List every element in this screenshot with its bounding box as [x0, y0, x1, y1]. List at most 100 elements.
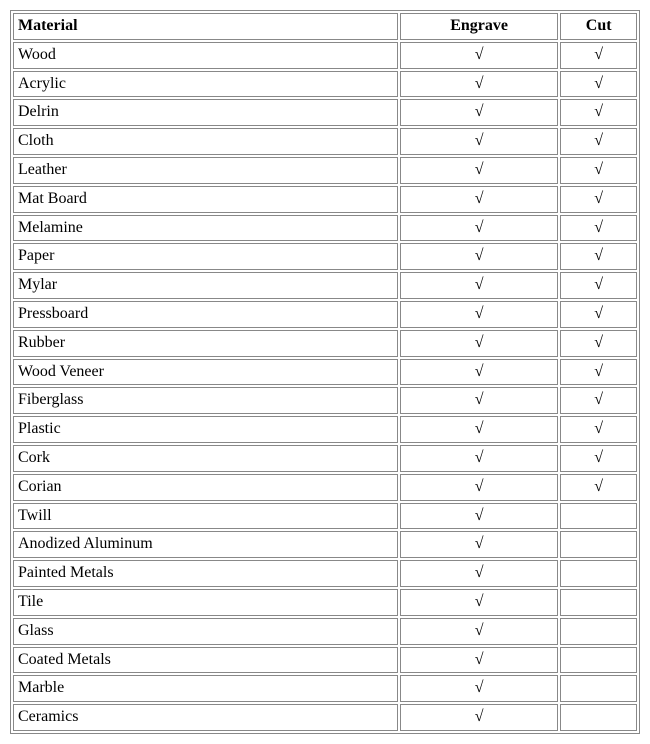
table-row: Anodized Aluminum√ [13, 531, 637, 558]
cut-cell: √ [560, 474, 637, 501]
table-row: Acrylic√√ [13, 71, 637, 98]
engrave-cell: √ [400, 387, 559, 414]
table-row: Ceramics√ [13, 704, 637, 731]
engrave-cell: √ [400, 272, 559, 299]
table-row: Marble√ [13, 675, 637, 702]
cut-cell [560, 675, 637, 702]
material-cell: Melamine [13, 215, 398, 242]
material-cell: Ceramics [13, 704, 398, 731]
material-cell: Wood [13, 42, 398, 69]
material-cell: Cork [13, 445, 398, 472]
cut-cell: √ [560, 186, 637, 213]
cut-cell [560, 704, 637, 731]
cut-cell: √ [560, 387, 637, 414]
cut-cell: √ [560, 445, 637, 472]
table-row: Cork√√ [13, 445, 637, 472]
table-row: Plastic√√ [13, 416, 637, 443]
table-row: Wood√√ [13, 42, 637, 69]
cut-cell: √ [560, 157, 637, 184]
cut-cell: √ [560, 243, 637, 270]
engrave-cell: √ [400, 359, 559, 386]
material-cell: Delrin [13, 99, 398, 126]
engrave-cell: √ [400, 215, 559, 242]
engrave-cell: √ [400, 474, 559, 501]
table-row: Mat Board√√ [13, 186, 637, 213]
engrave-cell: √ [400, 647, 559, 674]
engrave-cell: √ [400, 503, 559, 530]
cut-cell [560, 503, 637, 530]
material-cell: Anodized Aluminum [13, 531, 398, 558]
table-row: Delrin√√ [13, 99, 637, 126]
table-row: Corian√√ [13, 474, 637, 501]
material-cell: Acrylic [13, 71, 398, 98]
table-row: Mylar√√ [13, 272, 637, 299]
cut-cell [560, 589, 637, 616]
engrave-cell: √ [400, 589, 559, 616]
material-cell: Painted Metals [13, 560, 398, 587]
table-row: Glass√ [13, 618, 637, 645]
material-cell: Corian [13, 474, 398, 501]
material-cell: Wood Veneer [13, 359, 398, 386]
cut-cell: √ [560, 301, 637, 328]
table-row: Cloth√√ [13, 128, 637, 155]
engrave-cell: √ [400, 42, 559, 69]
material-cell: Twill [13, 503, 398, 530]
engrave-cell: √ [400, 243, 559, 270]
table-row: Leather√√ [13, 157, 637, 184]
engrave-cell: √ [400, 71, 559, 98]
engrave-cell: √ [400, 560, 559, 587]
engrave-cell: √ [400, 157, 559, 184]
cut-cell: √ [560, 330, 637, 357]
engrave-cell: √ [400, 330, 559, 357]
column-header-engrave: Engrave [400, 13, 559, 40]
engrave-cell: √ [400, 704, 559, 731]
engrave-cell: √ [400, 99, 559, 126]
table-row: Rubber√√ [13, 330, 637, 357]
materials-table: Material Engrave Cut Wood√√Acrylic√√Delr… [10, 10, 640, 734]
cut-cell: √ [560, 272, 637, 299]
material-cell: Plastic [13, 416, 398, 443]
cut-cell: √ [560, 215, 637, 242]
table-row: Paper√√ [13, 243, 637, 270]
material-cell: Mat Board [13, 186, 398, 213]
cut-cell: √ [560, 128, 637, 155]
table-row: Painted Metals√ [13, 560, 637, 587]
engrave-cell: √ [400, 301, 559, 328]
cut-cell [560, 531, 637, 558]
cut-cell: √ [560, 71, 637, 98]
cut-cell: √ [560, 99, 637, 126]
table-row: Fiberglass√√ [13, 387, 637, 414]
engrave-cell: √ [400, 618, 559, 645]
cut-cell [560, 647, 637, 674]
material-cell: Rubber [13, 330, 398, 357]
table-row: Melamine√√ [13, 215, 637, 242]
engrave-cell: √ [400, 416, 559, 443]
material-cell: Marble [13, 675, 398, 702]
cut-cell [560, 560, 637, 587]
material-cell: Leather [13, 157, 398, 184]
table-row: Coated Metals√ [13, 647, 637, 674]
cut-cell: √ [560, 416, 637, 443]
table-row: Wood Veneer√√ [13, 359, 637, 386]
column-header-cut: Cut [560, 13, 637, 40]
table-row: Twill√ [13, 503, 637, 530]
engrave-cell: √ [400, 128, 559, 155]
table-body: Wood√√Acrylic√√Delrin√√Cloth√√Leather√√M… [13, 42, 637, 731]
table-row: Tile√ [13, 589, 637, 616]
material-cell: Mylar [13, 272, 398, 299]
column-header-material: Material [13, 13, 398, 40]
engrave-cell: √ [400, 675, 559, 702]
material-cell: Pressboard [13, 301, 398, 328]
material-cell: Tile [13, 589, 398, 616]
cut-cell: √ [560, 42, 637, 69]
engrave-cell: √ [400, 531, 559, 558]
cut-cell: √ [560, 359, 637, 386]
engrave-cell: √ [400, 445, 559, 472]
table-header-row: Material Engrave Cut [13, 13, 637, 40]
engrave-cell: √ [400, 186, 559, 213]
table-row: Pressboard√√ [13, 301, 637, 328]
cut-cell [560, 618, 637, 645]
material-cell: Paper [13, 243, 398, 270]
material-cell: Fiberglass [13, 387, 398, 414]
material-cell: Cloth [13, 128, 398, 155]
